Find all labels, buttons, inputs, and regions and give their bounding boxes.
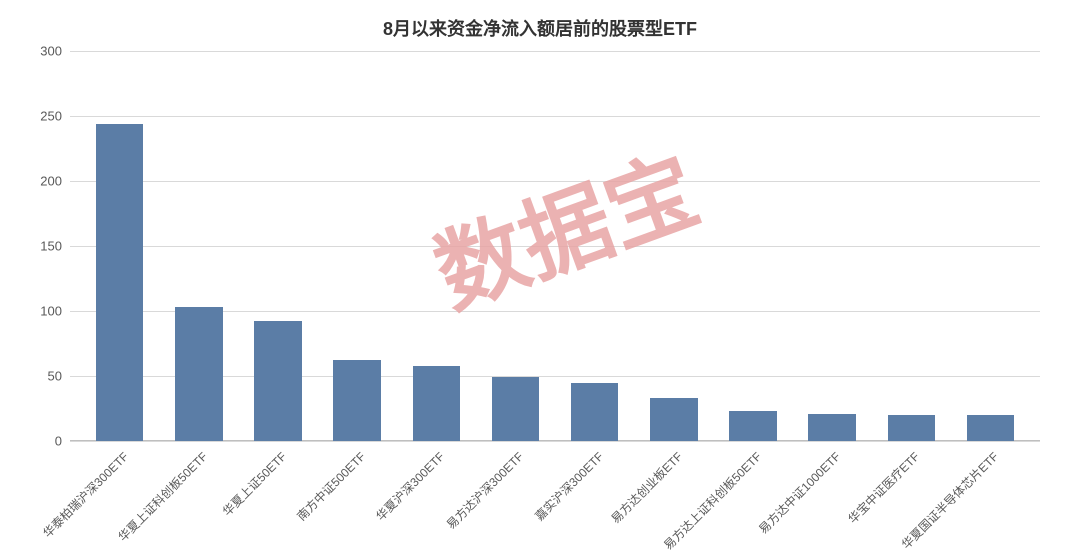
y-tick-label: 50 [48,369,62,384]
bar [96,124,144,441]
bar-slot [159,51,238,441]
x-label-slot: 华夏国证半导体芯片ETF [951,443,1030,553]
y-tick-label: 300 [40,44,62,59]
y-tick-label: 0 [55,434,62,449]
y-tick-label: 200 [40,173,62,188]
bar [650,398,698,441]
y-tick-label: 150 [40,239,62,254]
bar-slot [634,51,713,441]
y-axis: 050100150200250300 [20,51,70,441]
bar [413,366,461,441]
bar-slot [872,51,951,441]
plot-area: 050100150200250300 数据宝 [70,51,1040,441]
bar [808,414,856,441]
bar-slot [80,51,159,441]
bar-slot [318,51,397,441]
bar [254,321,302,441]
bar [729,411,777,441]
chart-container: 8月以来资金净流入额居前的股票型ETF 050100150200250300 数… [0,0,1080,554]
bar-slot [238,51,317,441]
bar [333,360,381,441]
bar [967,415,1015,441]
bar-slot [476,51,555,441]
y-tick-label: 250 [40,108,62,123]
bar [175,307,223,441]
bar [492,377,540,441]
bar [888,415,936,441]
x-axis-labels: 华泰柏瑞沪深300ETF华夏上证科创板50ETF华夏上证50ETF南方中证500… [70,443,1040,553]
bars-area [70,51,1040,441]
bar-slot [555,51,634,441]
bar-slot [951,51,1030,441]
gridline [70,441,1040,442]
bar-slot [793,51,872,441]
bar-slot [397,51,476,441]
x-axis-label: 华泰柏瑞沪深300ETF [38,448,131,541]
bar [571,383,619,442]
bar-slot [713,51,792,441]
chart-title: 8月以来资金净流入额居前的股票型ETF [20,15,1060,41]
y-tick-label: 100 [40,303,62,318]
